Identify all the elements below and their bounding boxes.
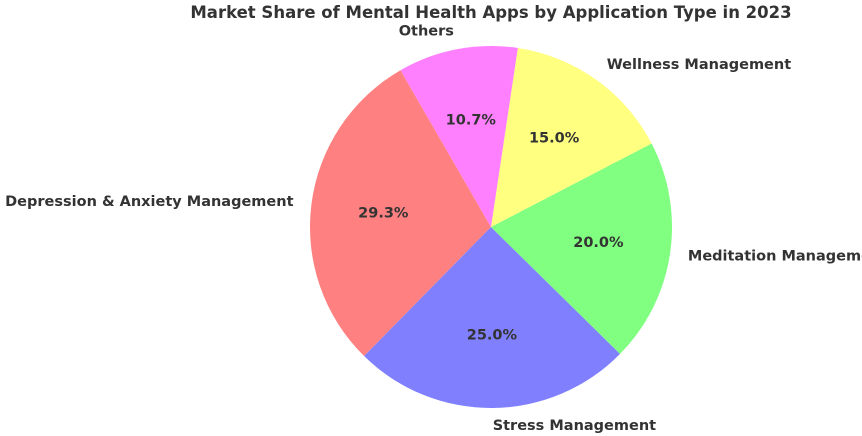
pie-category-label-others: Others (399, 23, 454, 39)
pie-category-label-stress-management: Stress Management (493, 418, 656, 434)
pie-value-label-others: 10.7% (446, 112, 497, 128)
pie-value-label-meditation-management: 20.0% (573, 235, 624, 251)
pie-slice-meditation-management (491, 143, 672, 354)
pie-category-label-depression-and-anxiety-management: Depression & Anxiety Management (5, 194, 293, 210)
pie-slice-others (400, 46, 518, 228)
pie-value-label-depression-and-anxiety-management: 29.3% (358, 205, 409, 221)
chart-title: Market Share of Mental Health Apps by Ap… (190, 3, 791, 22)
pie-value-label-stress-management: 25.0% (467, 328, 518, 344)
pie-slices (310, 46, 672, 408)
pie-category-label-meditation-management: Meditation Management (688, 249, 862, 265)
pie-labels: 29.3% Depression & Anxiety Management 25.0… (5, 23, 862, 434)
pie-slice-wellness-management (491, 48, 652, 227)
pie-category-label-wellness-management: Wellness Management (607, 57, 792, 73)
pie-slice-stress-management (364, 227, 621, 408)
pie-slice-depression-and-anxiety-management (310, 70, 491, 357)
pie-value-label-wellness-management: 15.0% (529, 131, 580, 147)
